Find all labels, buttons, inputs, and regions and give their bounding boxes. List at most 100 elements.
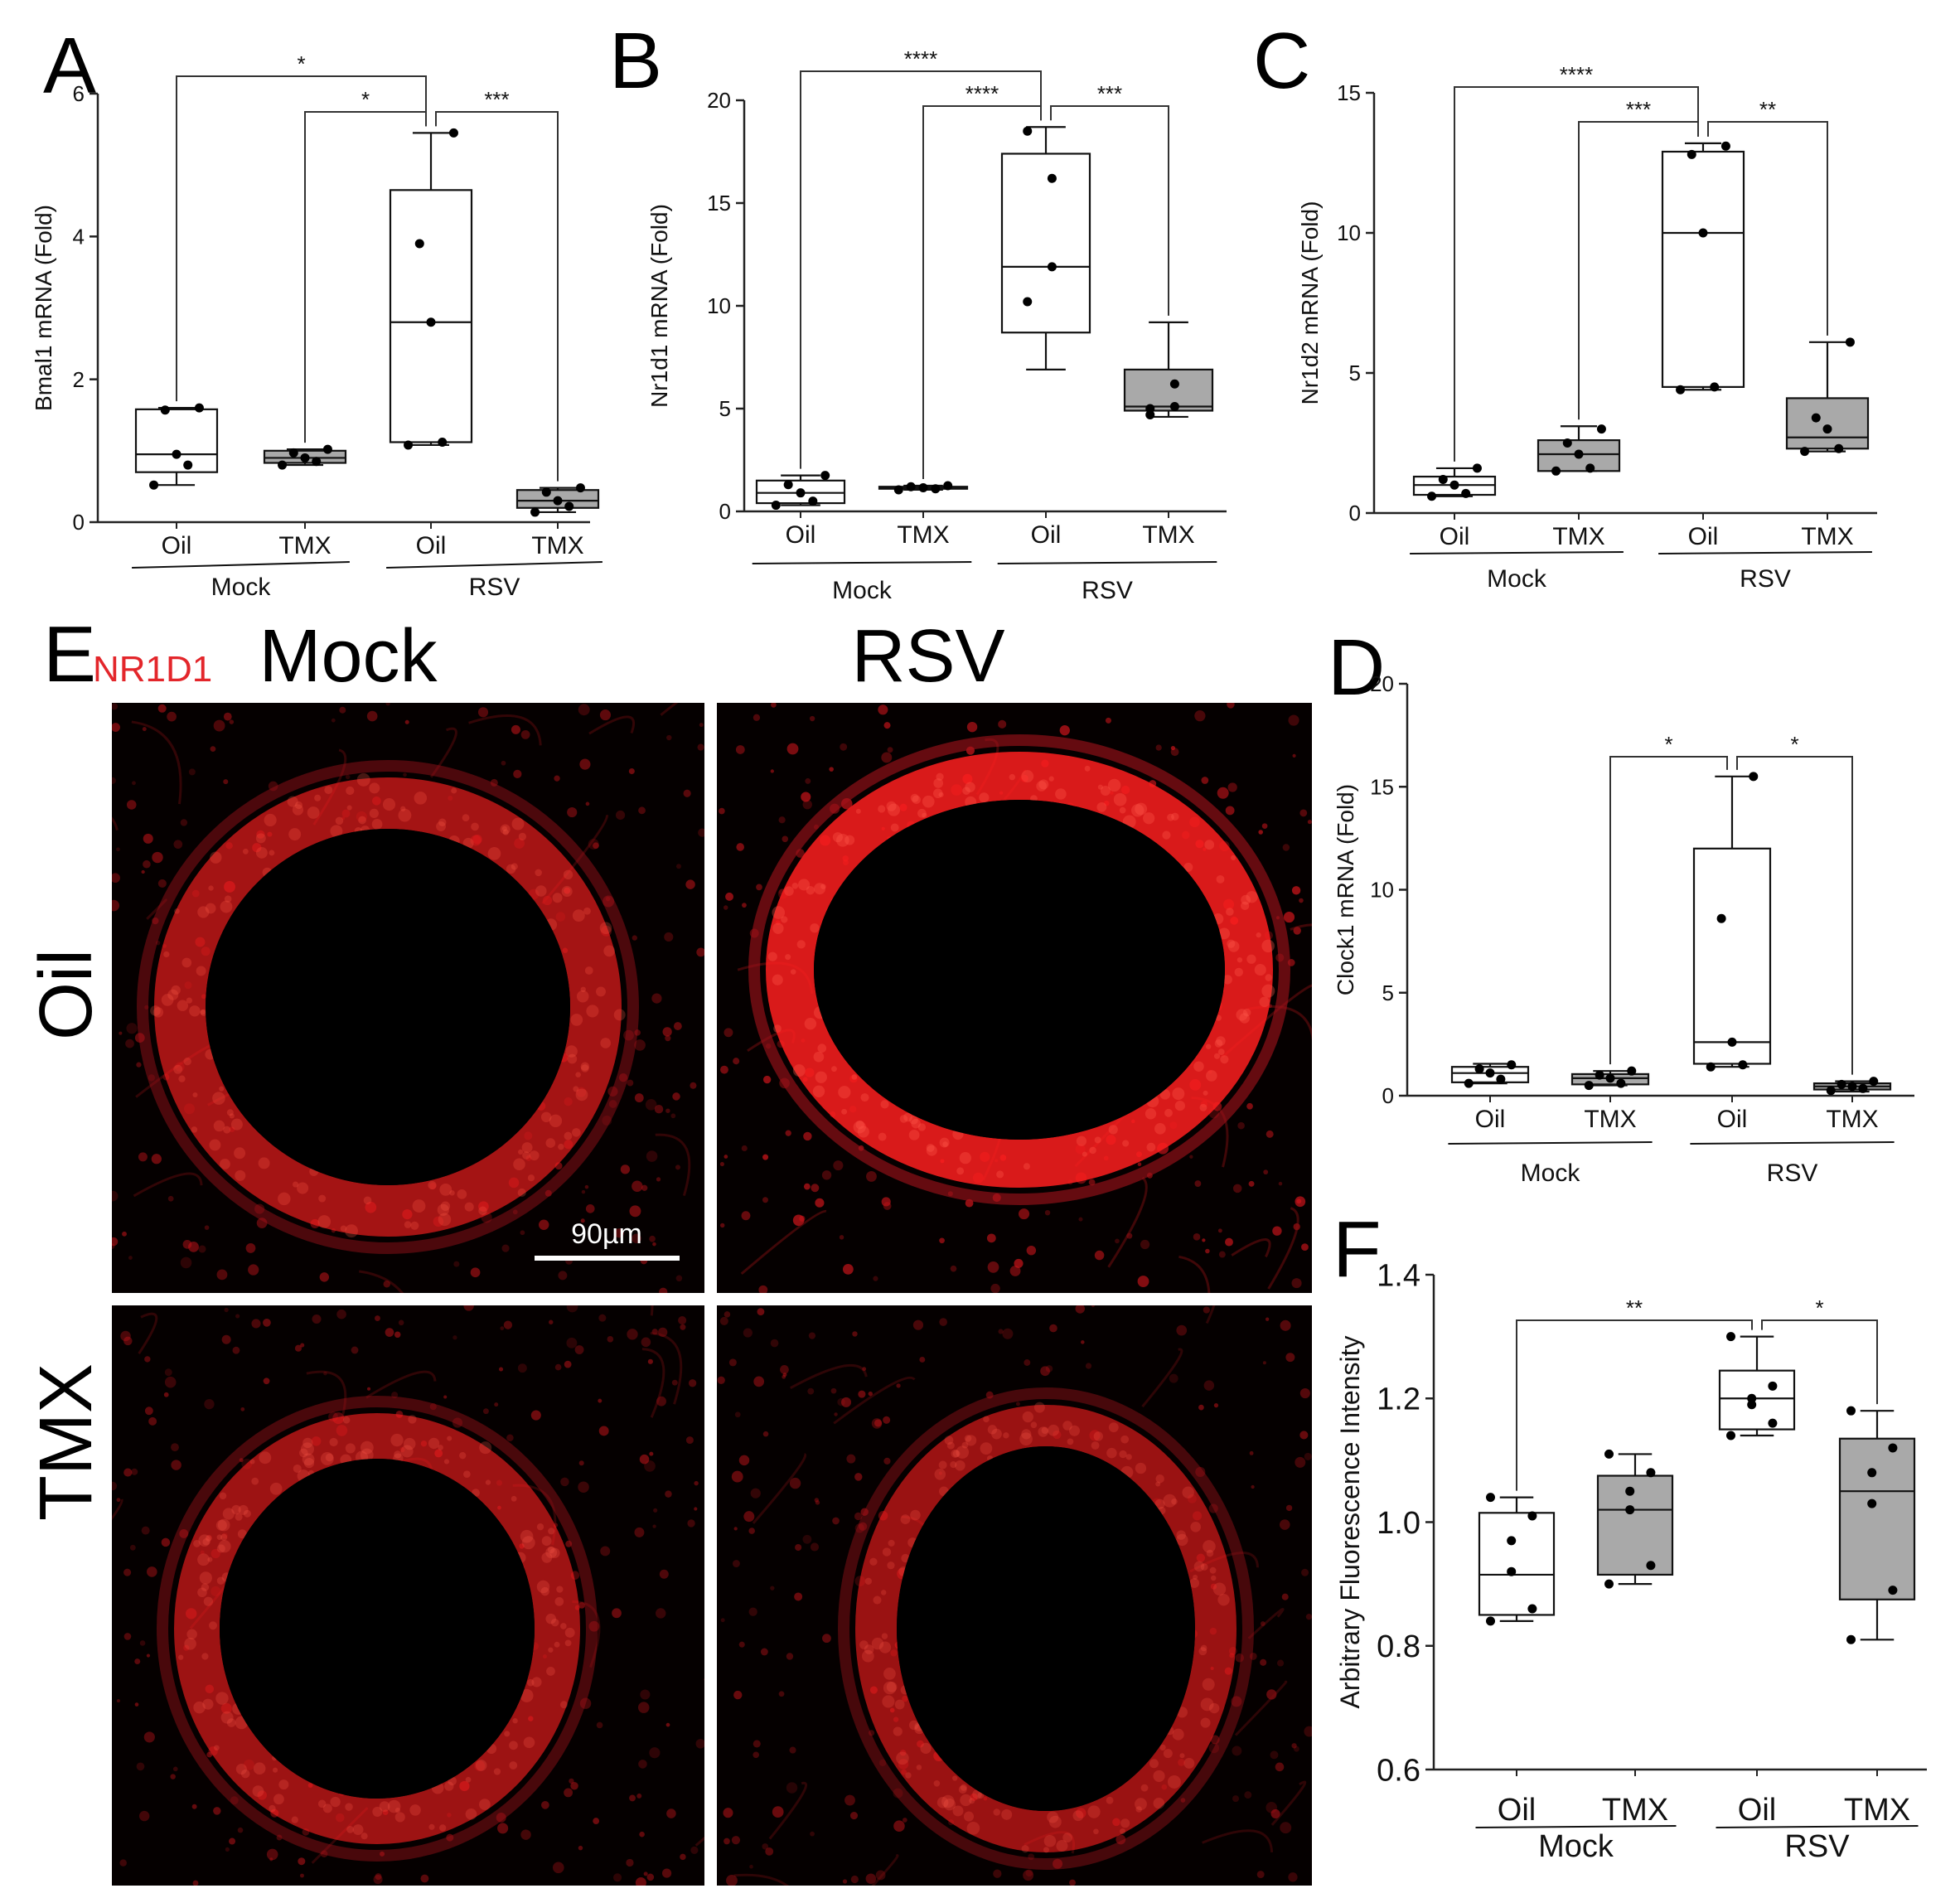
data-point (1604, 1579, 1614, 1589)
airway-lumen (814, 800, 1225, 1140)
cell-nucleus (197, 1553, 210, 1566)
tissue-speck (1251, 1484, 1255, 1489)
cell-nucleus (202, 1538, 210, 1546)
tissue-speck (719, 1316, 728, 1325)
cell-nucleus (950, 1461, 957, 1469)
cell-nucleus (781, 916, 788, 923)
group-line-mock (132, 561, 350, 569)
tissue-speck (837, 1397, 845, 1407)
tissue-speck (651, 993, 662, 1004)
tissue-speck (123, 1336, 133, 1346)
cell-nucleus (1206, 1070, 1217, 1082)
tissue-speck (596, 1721, 603, 1729)
cell-nucleus (857, 1126, 869, 1138)
cell-nucleus (531, 1677, 542, 1687)
tissue-speck (1227, 703, 1235, 709)
cell-nucleus (772, 906, 786, 919)
tissue-speck (1249, 1653, 1257, 1660)
tissue-speck (1217, 787, 1229, 799)
cell-nucleus (1120, 1818, 1130, 1828)
tissue-speck (627, 1329, 638, 1340)
x-tick-label: Oil (1717, 1106, 1748, 1133)
tissue-speck (762, 1843, 769, 1850)
tissue-speck (753, 1740, 761, 1748)
tissue-speck (1301, 1243, 1309, 1252)
cell-nucleus (1093, 1431, 1104, 1441)
y-axis-label-c: Nr1d2 mRNA (Fold) (1297, 201, 1323, 405)
tissue-speck (638, 806, 646, 815)
cell-nucleus (287, 796, 298, 807)
x-tick-label: Oil (1688, 523, 1719, 550)
significance-line (304, 111, 427, 443)
cell-nucleus (329, 1437, 338, 1447)
tissue-speck (132, 781, 136, 786)
cell-nucleus (462, 814, 470, 821)
tissue-speck (639, 1454, 650, 1465)
tissue-strand (1267, 1207, 1299, 1290)
tissue-speck (634, 1029, 641, 1036)
tissue-speck (112, 873, 120, 884)
tissue-speck (294, 1344, 302, 1352)
cell-nucleus (502, 829, 509, 835)
data-point (1811, 413, 1821, 423)
group-label-rsv: RSV (469, 574, 520, 601)
tissue-speck (266, 1848, 278, 1861)
cell-nucleus (278, 1192, 291, 1206)
cell-nucleus (855, 1120, 864, 1130)
cell-nucleus (549, 1114, 563, 1128)
cell-nucleus (212, 1092, 225, 1105)
tissue-speck (552, 1862, 564, 1874)
tissue-speck (383, 1281, 391, 1288)
significance-bracket: * (1761, 1295, 1878, 1405)
cell-nucleus (216, 1534, 223, 1540)
data-point (906, 482, 916, 491)
cell-nucleus (965, 1435, 977, 1446)
tissue-speck (738, 1455, 750, 1466)
cell-nucleus (1055, 788, 1067, 800)
cell-nucleus (209, 1139, 221, 1151)
cell-nucleus (1036, 781, 1047, 792)
cell-nucleus (174, 908, 180, 914)
tissue-speck (656, 1608, 666, 1619)
tissue-speck (652, 1524, 656, 1528)
tissue-speck (883, 1202, 892, 1210)
tissue-speck (1195, 1466, 1206, 1478)
box-iqr (1785, 397, 1870, 450)
cell-nucleus (479, 1799, 491, 1811)
data-point (1867, 1499, 1877, 1508)
panel-letter-c: C (1253, 17, 1310, 105)
tissue-speck (593, 842, 599, 850)
tissue-speck (1261, 823, 1268, 829)
cell-nucleus (960, 1794, 972, 1807)
tissue-speck (146, 1653, 151, 1658)
tissue-speck (770, 1586, 775, 1591)
data-point (1551, 466, 1561, 476)
tissue-speck (566, 1337, 578, 1348)
tissue-speck (672, 1092, 680, 1101)
tissue-speck (695, 1739, 704, 1749)
cell-nucleus (934, 1468, 946, 1480)
scale-bar-label: 90µm (571, 1218, 642, 1250)
micrograph-grid (112, 703, 1312, 1886)
tissue-speck (887, 747, 893, 753)
tissue-speck (1194, 1180, 1202, 1187)
tissue-speck (323, 1371, 327, 1376)
tissue-speck (1203, 1380, 1215, 1391)
cell-nucleus (465, 1776, 472, 1783)
tissue-speck (1299, 1387, 1310, 1399)
tissue-speck (1304, 1452, 1312, 1460)
box-iqr (1661, 150, 1745, 389)
cell-nucleus (222, 1508, 235, 1520)
significance-stars: ** (1759, 97, 1776, 122)
cell-nucleus (993, 1808, 1000, 1816)
cell-nucleus (363, 1196, 372, 1205)
tissue-speck (482, 1408, 489, 1415)
cell-nucleus (767, 951, 777, 961)
cell-nucleus (564, 1627, 575, 1638)
tissue-speck (239, 1458, 244, 1463)
cell-nucleus (603, 945, 616, 957)
significance-bracket: * (304, 87, 427, 443)
tissue-speck (1248, 1180, 1255, 1187)
tissue-speck (643, 1871, 648, 1876)
